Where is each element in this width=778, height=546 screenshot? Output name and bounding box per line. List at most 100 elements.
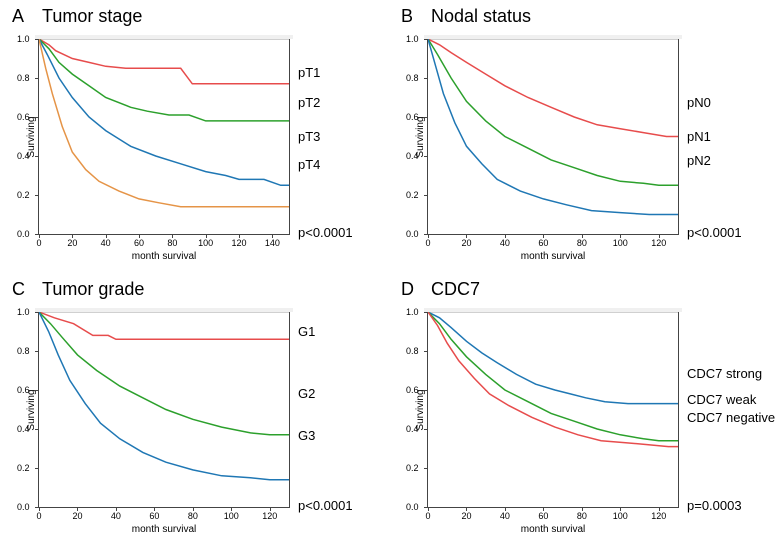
- ytick-label: 0.2: [17, 190, 30, 200]
- xtick-label: 20: [67, 238, 77, 248]
- xtick-label: 0: [425, 511, 430, 521]
- xtick-label: 40: [500, 511, 510, 521]
- xtick-label: 40: [111, 511, 121, 521]
- legend-item: G1: [298, 325, 315, 338]
- xtick-label: 100: [613, 511, 628, 521]
- xtick-label: 100: [198, 238, 213, 248]
- legend-item: G3: [298, 429, 315, 442]
- legend-item: pN1: [687, 130, 711, 143]
- ytick-label: 0.6: [406, 112, 419, 122]
- xtick-label: 80: [188, 511, 198, 521]
- panel-title: Tumor grade: [38, 279, 144, 299]
- legend-item: pT2: [298, 96, 320, 109]
- p-value: p<0.0001: [298, 225, 353, 240]
- p-value: p<0.0001: [687, 225, 742, 240]
- ytick-label: 0.8: [17, 346, 30, 356]
- series-g1: [39, 312, 289, 339]
- xtick-label: 120: [651, 238, 666, 248]
- legend-item: pT1: [298, 66, 320, 79]
- xtick-label: 80: [577, 511, 587, 521]
- xtick-label: 40: [101, 238, 111, 248]
- panel-c: CTumor grade Survivingmonth survival0.00.…: [0, 273, 389, 546]
- ytick-label: 0.4: [406, 151, 419, 161]
- ytick-label: 0.4: [17, 424, 30, 434]
- panel-letter: A: [12, 6, 38, 27]
- ytick-label: 0.4: [17, 151, 30, 161]
- plot-area: Survivingmonth survival0.00.20.40.60.81.…: [38, 38, 290, 235]
- panel-header: CTumor grade: [12, 279, 144, 300]
- ytick-label: 0.0: [17, 229, 30, 239]
- ytick-label: 1.0: [17, 307, 30, 317]
- x-axis-label: month survival: [521, 524, 585, 535]
- xtick-label: 20: [461, 511, 471, 521]
- ytick-label: 0.0: [406, 229, 419, 239]
- km-curves: [39, 39, 289, 234]
- legend-item: pT4: [298, 158, 320, 171]
- ytick-label: 0.8: [406, 73, 419, 83]
- x-axis-label: month survival: [132, 524, 196, 535]
- ytick-label: 0.2: [406, 190, 419, 200]
- series-pt4: [39, 39, 289, 207]
- xtick-label: 40: [500, 238, 510, 248]
- panel-letter: C: [12, 279, 38, 300]
- ytick-label: 0.2: [17, 463, 30, 473]
- xtick-label: 80: [167, 238, 177, 248]
- series-pt3: [39, 39, 289, 185]
- legend-item: CDC7 negative: [687, 411, 775, 424]
- ytick-label: 1.0: [17, 34, 30, 44]
- ytick-label: 0.0: [17, 502, 30, 512]
- panel-letter: D: [401, 279, 427, 300]
- km-curves: [428, 39, 678, 234]
- series-pn2: [428, 39, 678, 215]
- panel-header: DCDC7: [401, 279, 480, 300]
- xtick-label: 140: [265, 238, 280, 248]
- series-cdc7-strong: [428, 312, 678, 404]
- xtick-label: 0: [36, 238, 41, 248]
- ytick-label: 0.6: [17, 385, 30, 395]
- ytick-label: 1.0: [406, 34, 419, 44]
- panel-d: DCDC7 Survivingmonth survival0.00.20.40.6…: [389, 273, 778, 546]
- ytick-label: 0.8: [17, 73, 30, 83]
- ytick-label: 0.0: [406, 502, 419, 512]
- x-axis-label: month survival: [132, 251, 196, 262]
- ytick-label: 0.8: [406, 346, 419, 356]
- series-pt2: [39, 39, 289, 121]
- series-g2: [39, 312, 289, 435]
- xtick-label: 60: [538, 238, 548, 248]
- series-g3: [39, 312, 289, 480]
- plot-area: Survivingmonth survival0.00.20.40.60.81.…: [427, 311, 679, 508]
- ytick-label: 0.2: [406, 463, 419, 473]
- legend-item: CDC7 strong: [687, 367, 762, 380]
- xtick-label: 60: [134, 238, 144, 248]
- xtick-label: 20: [72, 511, 82, 521]
- legend-item: CDC7 weak: [687, 393, 756, 406]
- legend-item: G2: [298, 387, 315, 400]
- ytick-label: 0.6: [17, 112, 30, 122]
- plot-area: Survivingmonth survival0.00.20.40.60.81.…: [38, 311, 290, 508]
- xtick-label: 120: [231, 238, 246, 248]
- panel-title: Nodal status: [427, 6, 531, 26]
- legend-item: pT3: [298, 130, 320, 143]
- km-curves: [39, 312, 289, 507]
- series-pn0: [428, 39, 678, 137]
- x-axis-label: month survival: [521, 251, 585, 262]
- xtick-label: 60: [149, 511, 159, 521]
- xtick-label: 120: [262, 511, 277, 521]
- panel-a: ATumor stage Survivingmonth survival0.00.…: [0, 0, 389, 273]
- panel-header: ATumor stage: [12, 6, 142, 27]
- ytick-label: 0.4: [406, 424, 419, 434]
- series-cdc7-weak: [428, 312, 678, 441]
- panel-letter: B: [401, 6, 427, 27]
- xtick-label: 0: [425, 238, 430, 248]
- series-cdc7-negative: [428, 312, 678, 447]
- legend-item: pN0: [687, 96, 711, 109]
- xtick-label: 100: [224, 511, 239, 521]
- panel-b: BNodal statusSurvivingmonth survival0.00…: [389, 0, 778, 273]
- legend-item: pN2: [687, 154, 711, 167]
- ytick-label: 0.6: [406, 385, 419, 395]
- km-curves: [428, 312, 678, 507]
- xtick-label: 120: [651, 511, 666, 521]
- xtick-label: 0: [36, 511, 41, 521]
- xtick-label: 100: [613, 238, 628, 248]
- xtick-label: 20: [461, 238, 471, 248]
